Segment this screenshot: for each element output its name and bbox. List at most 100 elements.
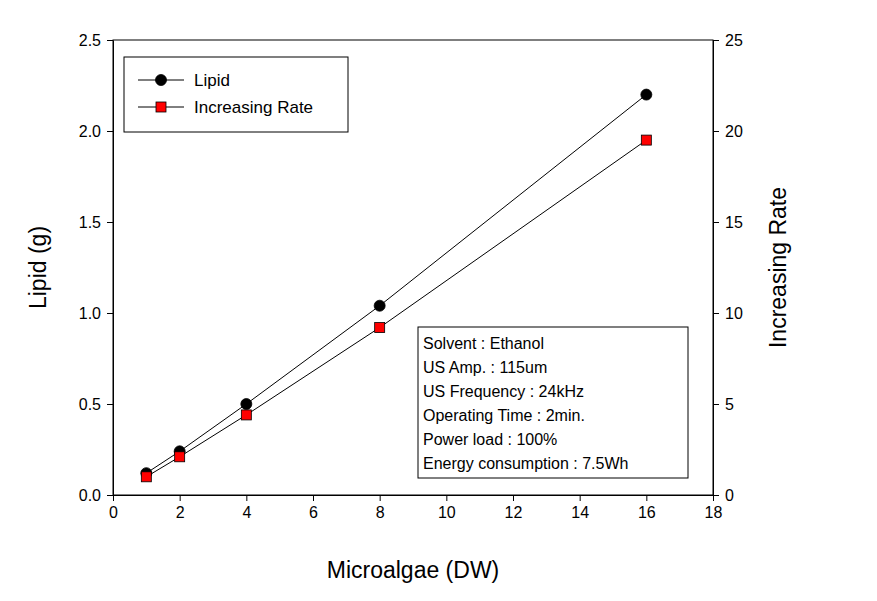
- data-point: [241, 410, 251, 420]
- tick: 8: [376, 495, 385, 521]
- tick-mark: [246, 495, 247, 501]
- tick-label: 8: [376, 504, 385, 521]
- tick-label: 0: [109, 504, 118, 521]
- tick-label: 14: [571, 504, 589, 521]
- tick: 20: [713, 123, 743, 140]
- x-axis-line: [114, 495, 714, 496]
- tick-mark: [107, 131, 113, 132]
- tick-label: 4: [242, 504, 251, 521]
- data-point: [175, 452, 185, 462]
- tick-label: 0: [725, 487, 734, 504]
- tick-mark: [180, 495, 181, 501]
- tick: 5: [713, 396, 734, 413]
- y2-axis: 0 5 10 15 20 25: [713, 32, 743, 504]
- data-point: [241, 399, 252, 410]
- tick-mark: [107, 40, 113, 41]
- tick-mark: [380, 495, 381, 501]
- y2-axis-title: Increasing Rate: [765, 187, 791, 348]
- tick-label: 16: [638, 504, 656, 521]
- tick-mark: [513, 495, 514, 501]
- legend: Lipid Increasing Rate: [124, 57, 348, 132]
- tick: 25: [713, 32, 743, 49]
- tick-mark: [446, 495, 447, 501]
- series-line: [146, 95, 646, 474]
- tick-label: 15: [725, 214, 743, 231]
- tick: 0.0: [79, 487, 113, 504]
- annotation-text: US Amp. : 115um: [423, 359, 547, 376]
- tick-label: 5: [725, 396, 734, 413]
- annotation: Solvent : Ethanol US Amp. : 115um US Frequ…: [418, 327, 688, 478]
- annotation-box: [418, 327, 688, 478]
- tick: 6: [309, 495, 318, 521]
- data-point: [141, 472, 151, 482]
- tick-mark: [713, 404, 719, 405]
- y-axis-title: Lipid (g): [25, 226, 51, 309]
- tick-label: 18: [705, 504, 723, 521]
- tick: 1.5: [79, 214, 113, 231]
- tick-mark: [713, 495, 719, 496]
- tick-label: 1.0: [79, 305, 101, 322]
- tick-label: 2: [176, 504, 185, 521]
- chart: 0 2 4 6 8 10 12 14 16 18 0.0 0.5 1.0 1.5 2.0 2.5 0 5 10 15 2…: [0, 0, 877, 601]
- tick-mark: [713, 222, 719, 223]
- annotation-text: Operating Time : 2min.: [423, 407, 585, 424]
- tick: 4: [242, 495, 251, 521]
- tick-mark: [107, 404, 113, 405]
- tick-label: 25: [725, 32, 743, 49]
- tick: 12: [505, 495, 523, 521]
- x-axis-title: Microalgae (DW): [327, 557, 500, 583]
- tick-label: 10: [725, 305, 743, 322]
- tick: 15: [713, 214, 743, 231]
- plot-frame: [113, 40, 713, 495]
- tick-label: 0.5: [79, 396, 101, 413]
- tick-label: 2.0: [79, 123, 101, 140]
- tick-mark: [113, 495, 114, 501]
- tick: 2: [176, 495, 185, 521]
- annotation-text: US Frequency : 24kHz: [423, 383, 584, 400]
- data-point: [375, 323, 385, 333]
- tick: 14: [571, 495, 589, 521]
- annotation-text: Energy consumption : 7.5Wh: [423, 455, 628, 472]
- marks: [141, 89, 652, 482]
- tick: 0: [713, 487, 734, 504]
- tick: 10: [713, 305, 743, 322]
- tick-mark: [713, 131, 719, 132]
- legend-label: Increasing Rate: [194, 98, 313, 117]
- tick-mark: [646, 495, 647, 501]
- tick-label: 12: [505, 504, 523, 521]
- tick: 16: [638, 495, 656, 521]
- tick-mark: [713, 40, 719, 41]
- tick-mark: [107, 222, 113, 223]
- legend-marker: [156, 102, 166, 112]
- y2-axis-line: [713, 41, 714, 496]
- tick-mark: [313, 495, 314, 501]
- tick-label: 6: [309, 504, 318, 521]
- tick: 18: [705, 495, 723, 521]
- y-axis-line: [113, 41, 114, 496]
- tick: 0: [109, 495, 118, 521]
- legend-box: [124, 57, 348, 132]
- tick: 2.5: [79, 32, 113, 49]
- data-point: [374, 300, 385, 311]
- tick-mark: [107, 313, 113, 314]
- data-point: [641, 135, 651, 145]
- data-point: [641, 89, 652, 100]
- legend-marker: [156, 75, 167, 86]
- tick-label: 1.5: [79, 214, 101, 231]
- tick-label: 0.0: [79, 487, 101, 504]
- tick: 0.5: [79, 396, 113, 413]
- tick: 10: [438, 495, 456, 521]
- tick-mark: [713, 313, 719, 314]
- x-axis: 0 2 4 6 8 10 12 14 16 18: [109, 495, 722, 521]
- tick-mark: [107, 495, 113, 496]
- tick-label: 10: [438, 504, 456, 521]
- tick-label: 20: [725, 123, 743, 140]
- annotation-text: Power load : 100%: [423, 431, 557, 448]
- tick-mark: [580, 495, 581, 501]
- tick: 1.0: [79, 305, 113, 322]
- legend-label: Lipid: [194, 71, 230, 90]
- annotation-text: Solvent : Ethanol: [423, 335, 544, 352]
- y-axis: 0.0 0.5 1.0 1.5 2.0 2.5: [79, 32, 114, 504]
- tick-label: 2.5: [79, 32, 101, 49]
- tick: 2.0: [79, 123, 113, 140]
